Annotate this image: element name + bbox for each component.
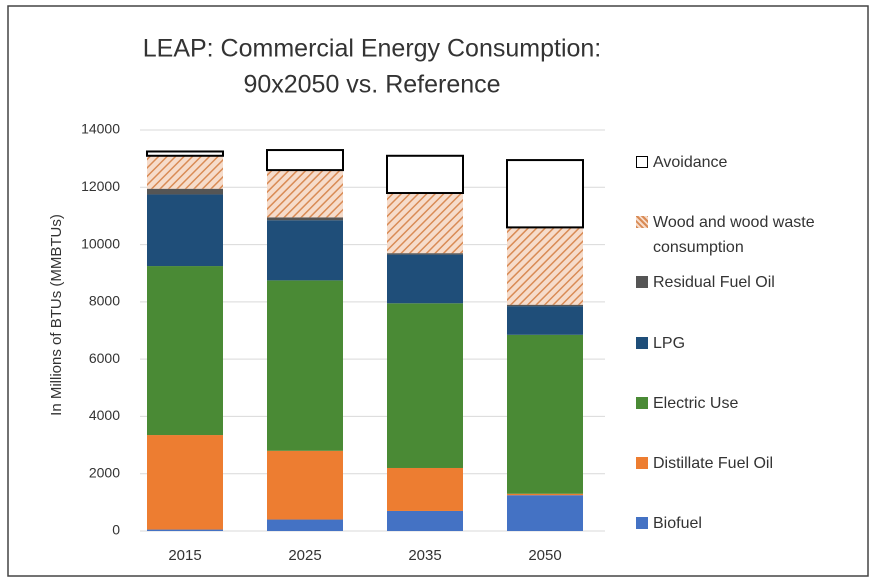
legend-swatch xyxy=(636,336,648,349)
y-tick-label: 10000 xyxy=(81,235,120,251)
bar-segment xyxy=(507,334,583,494)
legend-item: Distillate Fuel Oil xyxy=(636,451,866,476)
y-tick-label: 14000 xyxy=(81,121,120,137)
bar-segment xyxy=(267,519,343,531)
y-tick-label: 2000 xyxy=(89,464,120,480)
legend-label: Biofuel xyxy=(653,515,702,533)
bar-segment xyxy=(387,254,463,304)
bar-segment xyxy=(267,450,343,520)
legend-label: Avoidance xyxy=(653,154,728,171)
bar-segment xyxy=(386,154,464,195)
y-tick-label: 6000 xyxy=(89,350,120,366)
bar-segment xyxy=(267,217,343,221)
bar-segment xyxy=(387,303,463,468)
legend-label: Residual Fuel Oil xyxy=(653,274,775,292)
y-axis-label: In Millions of BTUs (MMBTUs) xyxy=(48,214,65,416)
bar-segment xyxy=(267,220,343,281)
legend-label: Wood and wood waste consumption xyxy=(653,214,815,257)
y-tick-label: 4000 xyxy=(89,407,120,423)
x-tick-label: 2025 xyxy=(288,547,321,564)
bar-segment xyxy=(387,253,463,255)
legend-item: Wood and wood waste consumption xyxy=(636,210,866,260)
bar-segment xyxy=(146,150,224,157)
legend-swatch xyxy=(636,517,648,530)
bar-segment xyxy=(507,495,583,531)
bar-segment xyxy=(507,304,583,307)
chart-title: LEAP: Commercial Energy Consumption: xyxy=(143,35,602,63)
legend-swatch xyxy=(636,276,648,289)
bar-segment xyxy=(266,149,344,172)
bar-segment xyxy=(147,188,223,195)
legend-item: Residual Fuel Oil xyxy=(636,270,866,295)
bar-segment xyxy=(267,170,343,218)
bar-segment xyxy=(507,306,583,335)
bar-segment xyxy=(147,266,223,436)
bar-segment xyxy=(147,529,223,531)
legend-item: LPG xyxy=(636,331,866,356)
bar-segment xyxy=(387,193,463,254)
legend-label: Electric Use xyxy=(653,394,739,412)
bar-segment xyxy=(387,510,463,531)
y-tick-label: 0 xyxy=(112,522,120,538)
x-tick-label: 2050 xyxy=(528,547,561,564)
bar-segment xyxy=(507,493,583,496)
bar-segment xyxy=(506,159,584,229)
legend-item: Avoidance xyxy=(636,150,866,175)
y-tick-label: 12000 xyxy=(81,178,120,194)
legend-label: Distillate Fuel Oil xyxy=(653,455,774,472)
chart-title: 90x2050 vs. Reference xyxy=(243,71,500,99)
legend-label: LPG xyxy=(653,334,686,352)
bar-segment xyxy=(387,467,463,511)
legend-swatch xyxy=(636,156,648,168)
legend-item: Electric Use xyxy=(636,391,866,416)
bar-segment xyxy=(507,227,583,305)
legend-swatch xyxy=(636,457,648,469)
x-tick-label: 2035 xyxy=(408,547,441,564)
bar-segment xyxy=(147,155,223,189)
bar-segment xyxy=(147,194,223,267)
legend-swatch xyxy=(636,216,648,229)
frame xyxy=(7,5,869,577)
legend-swatch xyxy=(636,396,648,409)
bar-segment xyxy=(267,280,343,451)
bar-segment xyxy=(147,435,223,530)
y-tick-label: 8000 xyxy=(89,293,120,309)
x-tick-label: 2015 xyxy=(168,547,201,564)
legend-item: Biofuel xyxy=(636,511,866,536)
